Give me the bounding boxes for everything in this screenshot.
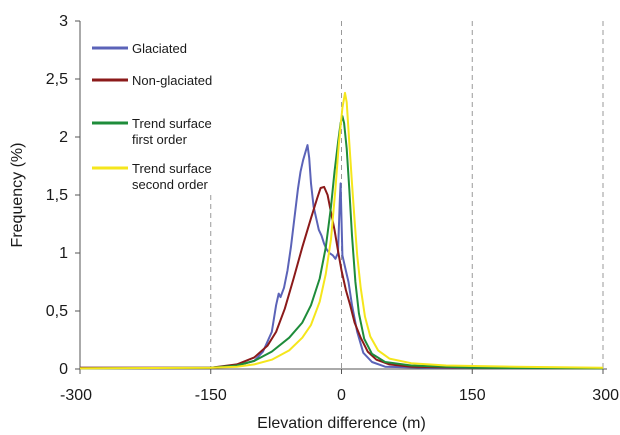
x-tick-label: 300 (592, 387, 619, 404)
y-tick-label: 0,5 (46, 303, 68, 320)
legend-label: second order (132, 177, 209, 192)
x-tick-label: 0 (337, 387, 346, 404)
reference-lines (210, 21, 604, 369)
y-tick-label: 2 (59, 129, 68, 146)
x-tick-label: 150 (459, 387, 486, 404)
legend-label: Glaciated (132, 41, 187, 56)
y-axis-title: Frequency (%) (9, 143, 26, 248)
y-tick-label: 0 (59, 361, 68, 378)
series-line (80, 185, 604, 370)
y-tick-label: 1,5 (46, 187, 68, 204)
legend-label: Non-glaciated (132, 73, 212, 88)
y-axis-ticks: 0 0,5 1 1,5 2 2,5 3 (46, 13, 80, 378)
x-axis-ticks: -300 -150 0 150 300 (60, 369, 619, 404)
legend-label: first order (132, 132, 188, 147)
x-tick-label: -150 (195, 387, 227, 404)
series-line (79, 91, 604, 370)
y-tick-label: 3 (59, 13, 68, 30)
legend-label: Trend surface (132, 116, 212, 131)
legend-label: Trend surface (132, 161, 212, 176)
x-axis-title: Elevation difference (m) (257, 415, 426, 432)
series-lines (79, 91, 604, 370)
y-tick-label: 1 (59, 245, 68, 262)
y-tick-label: 2,5 (46, 71, 68, 88)
x-tick-label: -300 (60, 387, 92, 404)
